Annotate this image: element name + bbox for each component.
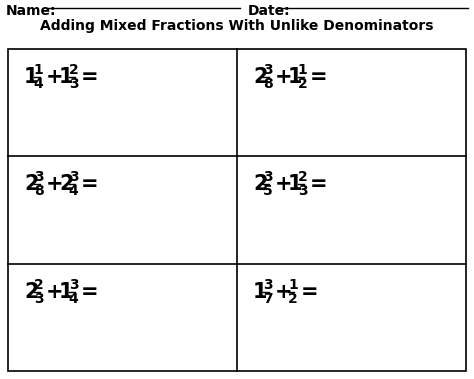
Text: +: + bbox=[46, 174, 64, 194]
Text: =: = bbox=[310, 174, 328, 194]
Text: 2: 2 bbox=[34, 278, 44, 292]
Text: Adding Mixed Fractions With Unlike Denominators: Adding Mixed Fractions With Unlike Denom… bbox=[40, 19, 434, 33]
Text: 8: 8 bbox=[263, 77, 273, 91]
Text: 1: 1 bbox=[24, 67, 38, 87]
Text: 3: 3 bbox=[263, 170, 273, 184]
Text: 5: 5 bbox=[263, 184, 273, 198]
Text: 3: 3 bbox=[263, 278, 273, 292]
Text: 7: 7 bbox=[263, 292, 273, 306]
Text: 2: 2 bbox=[253, 174, 267, 194]
Text: 2: 2 bbox=[59, 174, 73, 194]
Text: 3: 3 bbox=[263, 63, 273, 77]
Text: 3: 3 bbox=[34, 170, 44, 184]
Text: 1: 1 bbox=[253, 282, 267, 302]
Text: 1: 1 bbox=[288, 67, 302, 87]
Text: 4: 4 bbox=[69, 184, 79, 198]
Text: 8: 8 bbox=[34, 184, 44, 198]
Text: =: = bbox=[81, 174, 99, 194]
Text: 1: 1 bbox=[59, 282, 73, 302]
Text: 2: 2 bbox=[69, 63, 79, 77]
Text: 4: 4 bbox=[34, 77, 44, 91]
Text: 1: 1 bbox=[298, 63, 308, 77]
Text: 2: 2 bbox=[298, 77, 308, 91]
Text: +: + bbox=[46, 282, 64, 302]
Text: Name:: Name: bbox=[6, 4, 56, 18]
Text: +: + bbox=[46, 67, 64, 87]
Text: 3: 3 bbox=[69, 278, 78, 292]
Text: =: = bbox=[301, 282, 318, 302]
Bar bbox=[8, 49, 466, 371]
Text: 2: 2 bbox=[288, 292, 298, 306]
Text: 2: 2 bbox=[253, 67, 267, 87]
Text: 1: 1 bbox=[288, 174, 302, 194]
Text: 3: 3 bbox=[34, 292, 44, 306]
Text: 1: 1 bbox=[59, 67, 73, 87]
Text: +: + bbox=[275, 174, 293, 194]
Text: 2: 2 bbox=[24, 174, 38, 194]
Text: 2: 2 bbox=[24, 282, 38, 302]
Text: =: = bbox=[81, 282, 99, 302]
Text: =: = bbox=[81, 67, 99, 87]
Text: +: + bbox=[275, 67, 293, 87]
Text: +: + bbox=[275, 282, 293, 302]
Text: 3: 3 bbox=[298, 184, 307, 198]
Text: 1: 1 bbox=[34, 63, 44, 77]
Text: 3: 3 bbox=[69, 170, 78, 184]
Text: =: = bbox=[310, 67, 328, 87]
Text: 2: 2 bbox=[298, 170, 308, 184]
Text: 3: 3 bbox=[69, 77, 78, 91]
Text: Date:: Date: bbox=[248, 4, 291, 18]
Text: 4: 4 bbox=[69, 292, 79, 306]
Text: 1: 1 bbox=[288, 278, 298, 292]
